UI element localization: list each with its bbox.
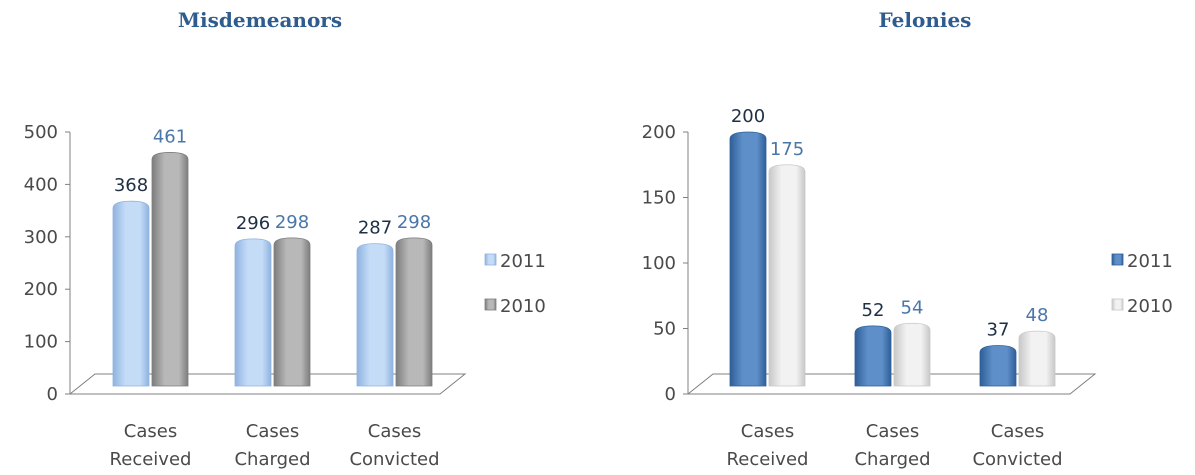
y-tick-label: 100 — [642, 253, 676, 274]
y-tick-label: 50 — [653, 319, 676, 340]
data-label: 287 — [358, 218, 392, 239]
data-label: 461 — [153, 126, 187, 147]
x-category-label: Charged — [234, 449, 310, 470]
data-label: 298 — [275, 212, 309, 233]
data-label: 298 — [397, 212, 431, 233]
x-category-label: Received — [727, 449, 809, 470]
y-tick-label: 100 — [24, 332, 58, 353]
legend-swatch-2010 — [1112, 299, 1123, 310]
legend-swatch-2010 — [485, 299, 496, 310]
x-category-label: Cases — [866, 421, 919, 442]
y-tick-label: 150 — [642, 188, 676, 209]
bar-2010-0 — [769, 165, 805, 386]
data-label: 48 — [1026, 305, 1049, 326]
data-label: 52 — [862, 300, 885, 321]
legend-swatch-2011 — [1112, 254, 1123, 265]
bar-2010-1 — [894, 323, 930, 386]
y-tick-label: 200 — [24, 279, 58, 300]
legend-label-2010: 2010 — [500, 296, 546, 317]
x-category-label: Cases — [124, 421, 177, 442]
y-tick-label: 200 — [642, 122, 676, 143]
bar-2010-0 — [152, 152, 188, 386]
y-tick-label: 400 — [24, 174, 58, 195]
x-category-label: Cases — [741, 421, 794, 442]
bar-2011-2 — [980, 346, 1016, 386]
y-tick-label: 0 — [47, 384, 58, 405]
legend-label-2010: 2010 — [1127, 296, 1173, 317]
x-category-label: Convicted — [349, 449, 439, 470]
legend-label-2011: 2011 — [500, 251, 546, 272]
bar-2010-1 — [274, 238, 310, 386]
bar-2010-2 — [396, 238, 432, 386]
x-category-label: Convicted — [972, 449, 1062, 470]
bar-2011-2 — [357, 244, 393, 386]
y-tick-label: 300 — [24, 227, 58, 248]
legend-swatch-2011 — [485, 254, 496, 265]
data-label: 296 — [236, 213, 270, 234]
data-label: 200 — [731, 106, 765, 127]
data-label: 54 — [901, 297, 924, 318]
y-tick-label: 0 — [665, 384, 676, 405]
data-label: 37 — [987, 320, 1010, 341]
x-category-label: Cases — [991, 421, 1044, 442]
bar-2011-1 — [235, 239, 271, 386]
x-category-label: Received — [110, 449, 192, 470]
x-category-label: Cases — [368, 421, 421, 442]
data-label: 368 — [114, 175, 148, 196]
x-category-label: Cases — [246, 421, 299, 442]
data-label: 175 — [770, 139, 804, 160]
y-tick-label: 500 — [24, 122, 58, 143]
legend-label-2011: 2011 — [1127, 251, 1173, 272]
bar-2011-0 — [730, 132, 766, 386]
x-category-label: Charged — [854, 449, 930, 470]
bar-2010-2 — [1019, 331, 1055, 386]
bar-2011-1 — [855, 326, 891, 386]
bar-2011-0 — [113, 201, 149, 386]
